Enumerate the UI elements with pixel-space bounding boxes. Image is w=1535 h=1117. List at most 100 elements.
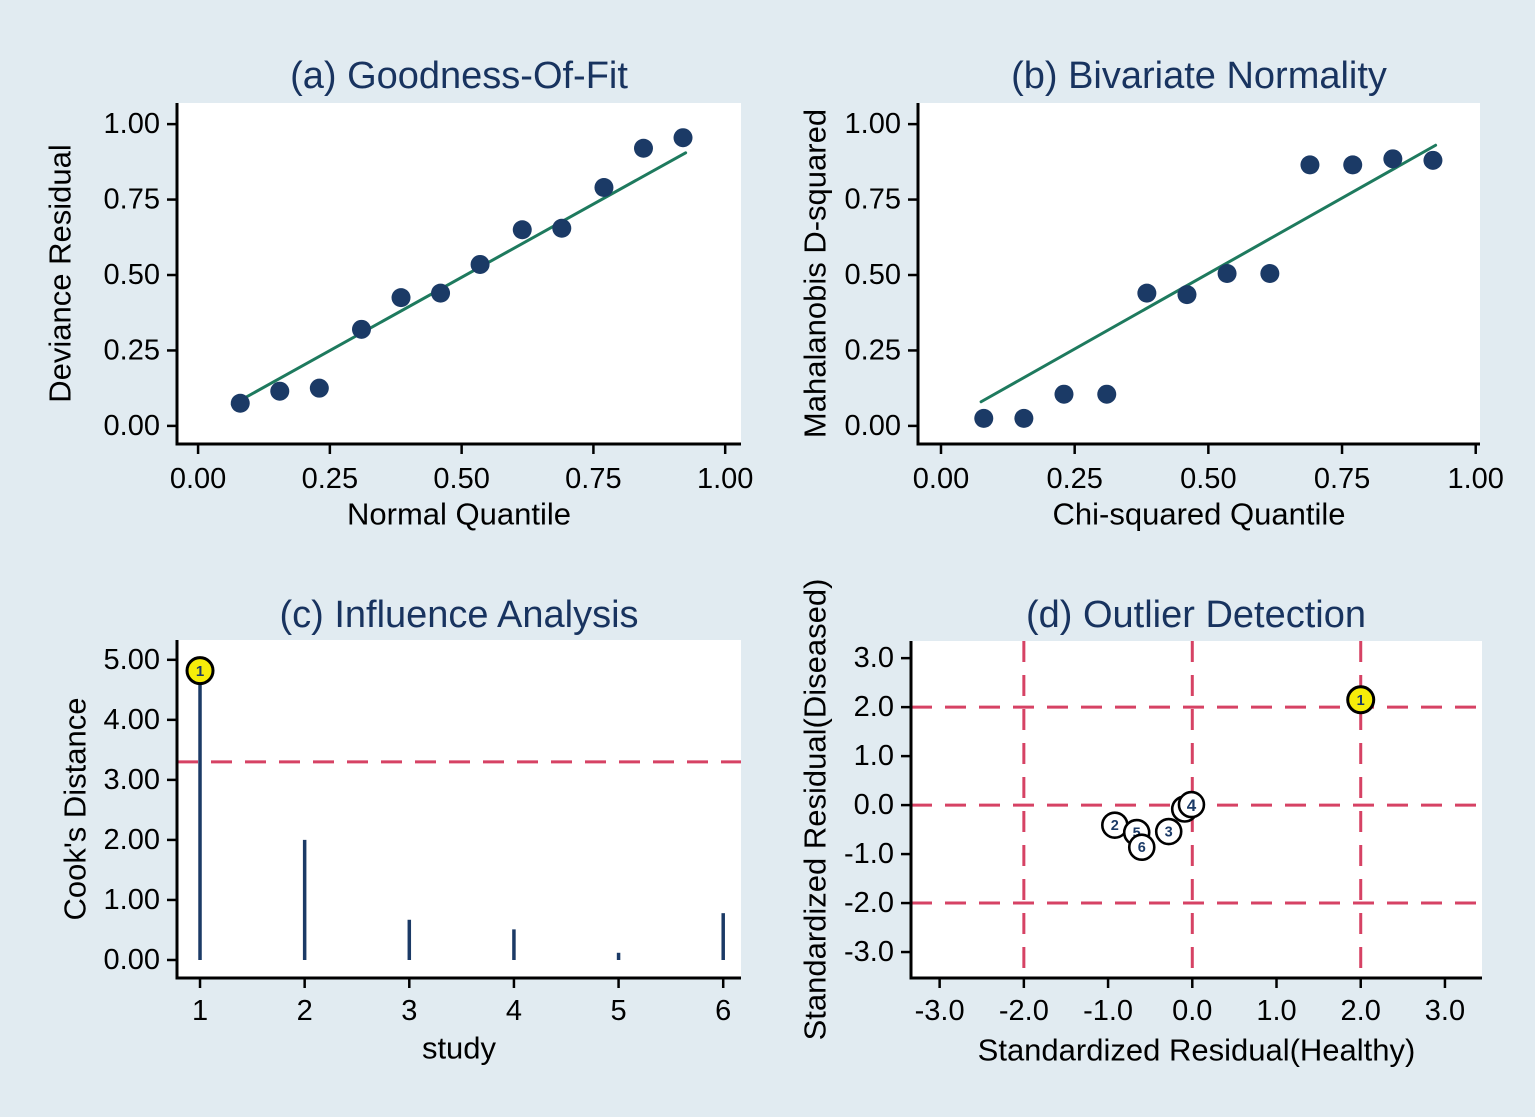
x-axis-title: Chi-squared Quantile [1053,497,1346,532]
panel-outlier-detection: 2 5 6 3 4 1 -3.0 -2.0 -1.0 0.0 1.0 2.0 3.0 -3.0 -2.0 -1… [768,559,1535,1117]
plot-area [177,640,741,978]
y-tick-label: 1.0 [854,740,894,772]
y-tick-label: 1.00 [845,108,901,140]
y-tick-label: 5.00 [104,644,160,676]
y-tick-label: 1.00 [104,108,160,140]
y-tick-label: 0.50 [845,259,901,291]
y-tick-label: 0.50 [104,259,160,291]
marker-label: 5 [1133,826,1141,842]
x-tick-label: -1.0 [1083,995,1133,1027]
data-point [1054,384,1074,404]
y-tick-label: 2.0 [854,691,894,723]
data-point [1127,833,1156,862]
x-tick-label: 0.00 [913,463,969,495]
marker-label: 2 [1111,818,1119,834]
x-tick-label: 0.25 [1046,463,1102,495]
data-point [1177,285,1197,305]
y-tick-label: 3.00 [104,764,160,796]
y-tick-label: 4.00 [104,704,160,736]
x-axis-title: Normal Quantile [347,497,571,532]
x-tick-label: 6 [715,995,731,1027]
data-point [673,128,693,148]
y-tick-label: 0.00 [104,410,160,442]
x-tick-label: 1 [192,995,208,1027]
data-point [1217,264,1237,283]
chart-b: 0.00 0.25 0.50 0.75 1.00 0.00 0.25 0.50 0.75 1.00… [798,55,1504,532]
y-tick-label: 0.00 [104,944,160,976]
data-point [1154,817,1183,846]
data-point [270,381,290,401]
x-tick-label: 1.00 [1447,463,1503,495]
x-tick-label: 0.00 [170,463,226,495]
x-tick-label: 3 [401,995,417,1027]
x-tick-label: 5 [611,995,627,1027]
fit-line [979,143,1438,404]
x-tick-label: 2.0 [1341,995,1381,1027]
marker-label: 3 [1165,825,1173,841]
panel-influence-analysis: 1 1 2 3 4 5 6 0.00 1.00 2.00 3.00 4.00 5.00 (c) Influ… [0,559,767,1117]
y-tick-label: 0.25 [845,334,901,366]
data-point [1014,408,1034,428]
data-point [1137,283,1157,303]
data-point [974,408,994,428]
y-axis-title: Mahalanobis D-squared [798,109,833,438]
data-point [1383,149,1403,169]
plot-area [177,103,741,444]
x-tick-label: 1.00 [697,463,753,495]
data-point [431,283,451,303]
data-point [552,218,572,238]
y-tick-label: 0.75 [845,184,901,216]
y-tick-label: 3.0 [854,642,894,674]
fit-line [230,151,688,407]
panel-goodness-of-fit: 0.00 0.25 0.50 0.75 1.00 0.00 0.25 0.50 0.75 1.00… [0,0,767,558]
y-tick-label: -1.0 [844,838,894,870]
x-tick-label: -3.0 [915,995,965,1027]
data-point [1300,155,1320,175]
y-axis-title: Cook's Distance [58,697,93,920]
x-tick-label: 4 [506,995,522,1027]
data-point [470,254,490,274]
y-tick-label: 2.00 [104,824,160,856]
chart-a: 0.00 0.25 0.50 0.75 1.00 0.00 0.25 0.50 0.75 1.00… [43,55,754,532]
x-tick-label: 0.0 [1172,995,1212,1027]
panel-title: (d) Outlier Detection [1026,594,1366,636]
y-tick-label: -3.0 [844,936,894,968]
marker-label: 6 [1138,840,1146,856]
y-axis-title: Deviance Residual [43,144,78,402]
highlighted-marker [185,656,215,686]
data-point [1097,384,1117,404]
marker-label: 1 [196,663,204,680]
x-tick-label: 0.50 [1180,463,1236,495]
data-point [633,138,653,158]
data-point [1423,150,1443,170]
data-point [594,177,614,197]
x-tick-label: 0.75 [1314,463,1370,495]
data-point [1177,790,1206,819]
data-point [512,220,532,240]
data-point [391,288,411,308]
chart-d: 2 56 34 1 -3.0 -2.0 -1.0 0.0 1.0 2.0 3.0 -3.0 -2.0 -1… [798,579,1482,1068]
x-tick-label: 0.25 [302,463,358,495]
panel-bivariate-normality: 0.00 0.25 0.50 0.75 1.00 0.00 0.25 0.50 0.75 1.00… [768,0,1535,558]
data-point [1343,155,1363,175]
x-tick-label: 0.50 [433,463,489,495]
y-tick-label: 0.75 [104,184,160,216]
marker-label: 1 [1357,693,1365,709]
y-tick-label: 0.0 [854,789,894,821]
x-tick-label: 1.0 [1256,995,1296,1027]
panel-title: (b) Bivariate Normality [1011,55,1387,97]
y-tick-label: 0.25 [104,334,160,366]
data-point [309,378,329,398]
highlighted-marker [1346,685,1376,715]
panel-title: (a) Goodness-Of-Fit [290,55,628,97]
chart-c: 1 1 2 3 4 5 6 0.00 1.00 2.00 3.00 4.00 5.00 (c) Influ… [58,594,741,1066]
x-axis-title: study [422,1031,497,1066]
data-point [351,319,371,339]
x-axis-title: Standardized Residual(Healthy) [978,1033,1416,1068]
x-tick-label: -2.0 [999,995,1049,1027]
y-tick-label: -2.0 [844,887,894,919]
x-tick-label: 0.75 [565,463,621,495]
x-tick-label: 3.0 [1425,995,1465,1027]
data-point [1260,264,1280,283]
